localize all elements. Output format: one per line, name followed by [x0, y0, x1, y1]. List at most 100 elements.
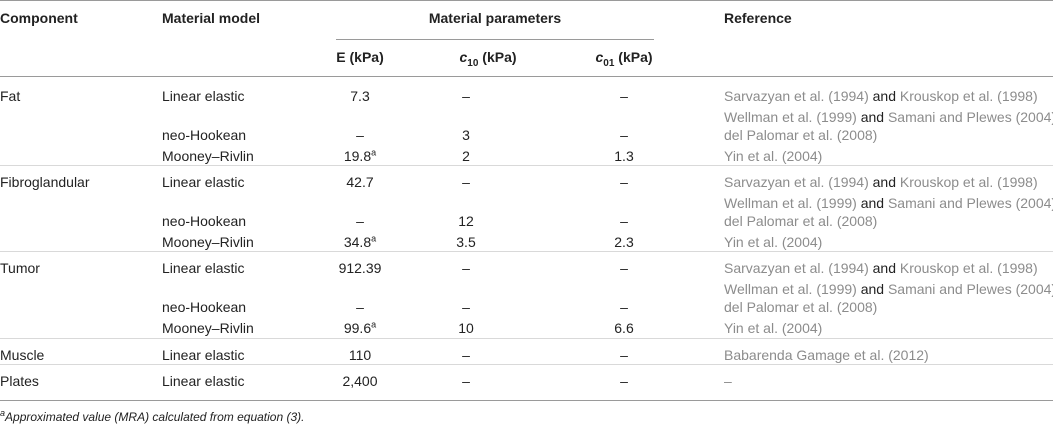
cell-e: – — [356, 127, 364, 143]
cell-c10: – — [462, 347, 470, 363]
table-bottom-rule — [0, 400, 1053, 401]
cell-e: 110 — [348, 347, 372, 363]
cell-c01: 2.3 — [614, 234, 634, 250]
group-divider — [0, 364, 1053, 365]
cell-material-model: Mooney–Rivlin — [162, 148, 254, 164]
cell-reference: Wellman et al. (1999) and Samani and Ple… — [724, 279, 1053, 300]
cell-reference: – — [724, 371, 732, 392]
header-material-parameters: Material parameters — [428, 10, 562, 26]
cell-c01: – — [620, 260, 628, 276]
cell-e: 2,400 — [342, 373, 378, 389]
cell-reference: Wellman et al. (1999) and Samani and Ple… — [724, 107, 1053, 128]
cell-component: Tumor — [0, 260, 40, 276]
header-reference: Reference — [724, 10, 792, 26]
cell-c10: – — [462, 260, 470, 276]
reference-link[interactable]: Krouskop et al. (1998) — [899, 174, 1038, 190]
parameters-subheader-rule — [336, 39, 654, 40]
reference-link[interactable]: Sarvazyan et al. (1994) — [724, 88, 869, 104]
cell-component: Fat — [0, 88, 21, 104]
cell-reference: del Palomar et al. (2008) — [724, 297, 877, 318]
cell-component: Muscle — [0, 347, 45, 363]
cell-c01: – — [620, 373, 628, 389]
cell-material-model: Linear elastic — [162, 174, 245, 190]
cell-c01: – — [620, 127, 628, 143]
header-c01: c01 (kPa) — [595, 49, 653, 69]
reference-link[interactable]: Wellman et al. (1999) — [724, 281, 857, 297]
cell-reference: Babarenda Gamage et al. (2012) — [724, 345, 929, 366]
reference-link[interactable]: del Palomar et al. (2008) — [724, 127, 878, 143]
cell-c01: – — [620, 213, 628, 229]
reference-link[interactable]: Krouskop et al. (1998) — [899, 88, 1038, 104]
cell-c10: – — [462, 174, 470, 190]
cell-material-model: neo-Hookean — [162, 127, 247, 143]
cell-material-model: Linear elastic — [162, 347, 245, 363]
cell-e: 7.3 — [350, 88, 370, 104]
cell-reference: del Palomar et al. (2008) — [724, 125, 877, 146]
cell-material-model: Mooney–Rivlin — [162, 320, 254, 336]
reference-link[interactable]: Yin et al. (2004) — [724, 320, 823, 336]
cell-component: Plates — [0, 373, 39, 389]
cell-c10: 3 — [462, 127, 470, 143]
cell-e: 34.8a — [343, 233, 377, 250]
cell-c01: – — [620, 347, 628, 363]
table-top-rule — [0, 0, 1053, 1]
group-divider — [0, 251, 1053, 252]
cell-e: – — [356, 213, 364, 229]
reference-link[interactable]: del Palomar et al. (2008) — [724, 299, 878, 315]
reference-link[interactable]: Sarvazyan et al. (1994) — [724, 260, 869, 276]
cell-e: 912.39 — [338, 260, 382, 276]
cell-material-model: neo-Hookean — [162, 213, 247, 229]
cell-e: 19.8a — [343, 147, 377, 164]
cell-e: 99.6a — [343, 319, 377, 336]
cell-c10: – — [462, 299, 470, 315]
cell-c10: 12 — [458, 213, 474, 229]
cell-e: 42.7 — [346, 174, 374, 190]
reference-link[interactable]: Yin et al. (2004) — [724, 148, 823, 164]
cell-component: Fibroglandular — [0, 174, 90, 190]
cell-material-model: neo-Hookean — [162, 299, 247, 315]
reference-link[interactable]: Krouskop et al. (1998) — [899, 260, 1038, 276]
cell-reference: Yin et al. (2004) — [724, 232, 822, 253]
cell-c10: – — [462, 373, 470, 389]
cell-c10: 10 — [458, 320, 474, 336]
cell-c01: – — [620, 88, 628, 104]
reference-link[interactable]: Samani and Plewes (2004) — [887, 109, 1053, 125]
reference-link[interactable]: Samani and Plewes (2004) — [887, 195, 1053, 211]
cell-reference: Yin et al. (2004) — [724, 146, 822, 167]
header-material-model: Material model — [162, 10, 261, 26]
cell-material-model: Linear elastic — [162, 260, 245, 276]
cell-reference: Sarvazyan et al. (1994) and Krouskop et … — [724, 174, 1038, 190]
reference-link[interactable]: Wellman et al. (1999) — [724, 195, 857, 211]
cell-material-model: Mooney–Rivlin — [162, 234, 254, 250]
group-divider — [0, 165, 1053, 166]
cell-reference: del Palomar et al. (2008) — [724, 211, 877, 232]
group-divider — [0, 338, 1053, 339]
header-bottom-rule — [0, 76, 1053, 77]
cell-reference: Sarvazyan et al. (1994) and Krouskop et … — [724, 260, 1038, 276]
cell-c01: – — [620, 174, 628, 190]
header-component: Component — [0, 10, 78, 26]
reference-link[interactable]: – — [724, 373, 732, 389]
reference-link[interactable]: Sarvazyan et al. (1994) — [724, 174, 869, 190]
cell-material-model: Linear elastic — [162, 373, 245, 389]
reference-link[interactable]: Samani and Plewes (2004) — [887, 281, 1053, 297]
cell-c10: 2 — [462, 148, 470, 164]
header-e: E (kPa) — [336, 49, 384, 65]
cell-material-model: Linear elastic — [162, 88, 245, 104]
cell-c01: – — [620, 299, 628, 315]
header-c10: c10 (kPa) — [459, 49, 517, 69]
reference-link[interactable]: Babarenda Gamage et al. (2012) — [724, 347, 929, 363]
cell-c10: 3.5 — [456, 234, 476, 250]
cell-c10: – — [462, 88, 470, 104]
cell-reference: Sarvazyan et al. (1994) and Krouskop et … — [724, 88, 1038, 104]
cell-c01: 1.3 — [614, 148, 634, 164]
reference-link[interactable]: Yin et al. (2004) — [724, 234, 823, 250]
reference-link[interactable]: del Palomar et al. (2008) — [724, 213, 878, 229]
reference-link[interactable]: Wellman et al. (1999) — [724, 109, 857, 125]
cell-c01: 6.6 — [614, 320, 634, 336]
cell-e: – — [356, 299, 364, 315]
footnote: aApproximated value (MRA) calculated fro… — [0, 408, 305, 425]
cell-reference: Wellman et al. (1999) and Samani and Ple… — [724, 193, 1053, 214]
cell-reference: Yin et al. (2004) — [724, 318, 822, 339]
